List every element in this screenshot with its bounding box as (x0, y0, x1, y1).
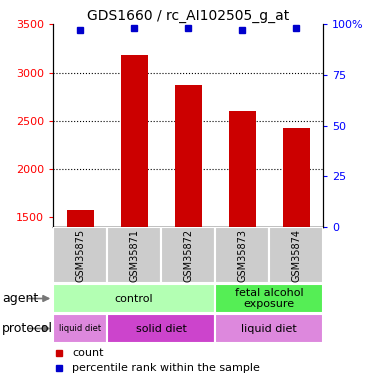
Bar (269, 227, 323, 283)
Text: solid diet: solid diet (136, 324, 187, 333)
Bar (283, 128, 310, 227)
Bar (107, 314, 215, 343)
Title: GDS1660 / rc_AI102505_g_at: GDS1660 / rc_AI102505_g_at (87, 9, 289, 23)
Bar (121, 55, 147, 227)
Bar (53, 227, 107, 283)
Text: liquid diet: liquid diet (241, 324, 297, 333)
Bar (161, 227, 215, 283)
Text: GSM35874: GSM35874 (291, 228, 301, 282)
Text: GSM35873: GSM35873 (237, 228, 247, 282)
Text: control: control (115, 294, 154, 303)
Text: agent: agent (2, 292, 38, 305)
Text: protocol: protocol (2, 322, 53, 335)
Bar (215, 284, 323, 313)
Text: percentile rank within the sample: percentile rank within the sample (72, 363, 260, 373)
Text: liquid diet: liquid diet (59, 324, 101, 333)
Bar (53, 284, 215, 313)
Text: GSM35871: GSM35871 (129, 228, 139, 282)
Bar (215, 314, 323, 343)
Bar (175, 85, 202, 227)
Bar (215, 227, 269, 283)
Text: fetal alcohol
exposure: fetal alcohol exposure (235, 288, 303, 309)
Bar (67, 210, 93, 227)
Text: count: count (72, 348, 104, 358)
Bar (107, 227, 161, 283)
Text: GSM35875: GSM35875 (75, 228, 85, 282)
Text: GSM35872: GSM35872 (183, 228, 193, 282)
Bar (229, 111, 255, 227)
Bar (53, 314, 107, 343)
